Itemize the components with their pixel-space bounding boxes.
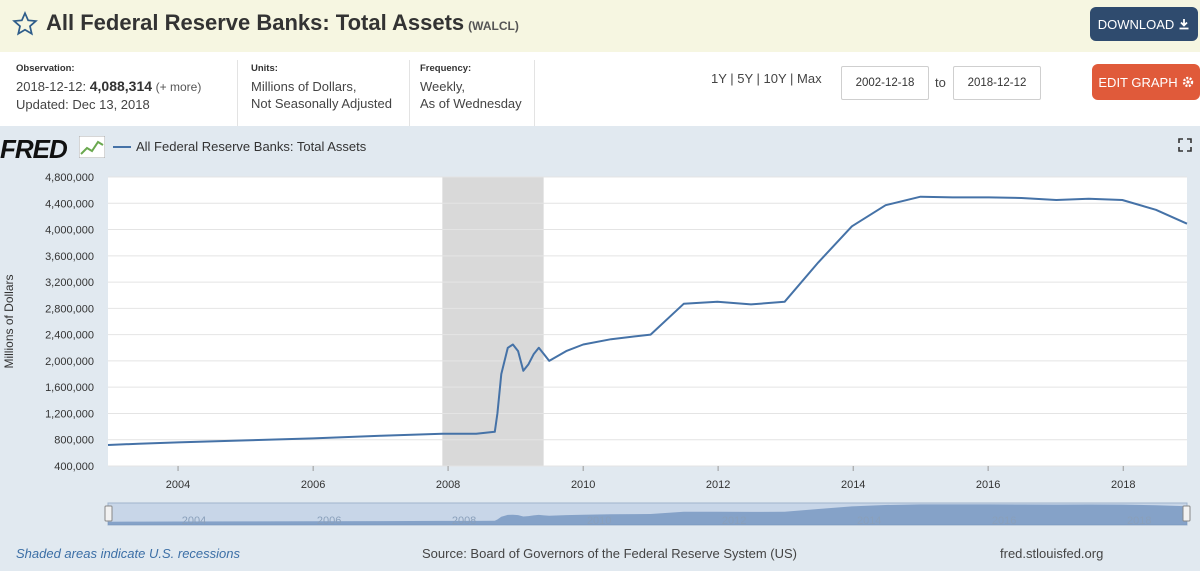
- line-chart: 400,000 800,000 1,200,000 1,600,000 2,000,00…: [2, 172, 1191, 527]
- navigator-tick-label: 2018: [1127, 515, 1151, 527]
- y-tick-label: 400,000: [54, 461, 94, 473]
- title-bar: [0, 0, 1200, 52]
- observation-block: Observation: 2018-12-12: 4,088,314 (+ mo…: [16, 60, 238, 126]
- units-line2: Not Seasonally Adjusted: [251, 96, 392, 111]
- star-icon[interactable]: [12, 11, 38, 37]
- series-title: All Federal Reserve Banks: Total Assets: [46, 10, 465, 35]
- range-selector[interactable]: 1Y | 5Y | 10Y | Max: [711, 71, 822, 86]
- updated-date: Updated: Dec 13, 2018: [16, 97, 150, 112]
- navigator-area: [108, 504, 1187, 525]
- y-tick-label: 1,600,000: [45, 382, 94, 394]
- navigator-handle[interactable]: [104, 505, 113, 522]
- y-tick-label: 2,800,000: [45, 303, 94, 315]
- frequency-block: Frequency: Weekly, As of Wednesday: [410, 60, 535, 126]
- fred-site-link[interactable]: fred.stlouisfed.org: [1000, 546, 1104, 561]
- y-tick-label: 3,200,000: [45, 277, 94, 289]
- frequency-line2: As of Wednesday: [420, 96, 522, 111]
- page-title: All Federal Reserve Banks: Total Assets(…: [46, 10, 519, 36]
- frequency-label: Frequency:: [420, 63, 472, 74]
- source-note: Source: Board of Governors of the Federa…: [422, 546, 797, 561]
- start-date-input[interactable]: 2002-12-18: [841, 66, 929, 100]
- y-tick-label: 2,000,000: [45, 356, 94, 368]
- y-axis-label: Millions of Dollars: [2, 274, 16, 368]
- series-code: (WALCL): [468, 19, 519, 33]
- navigator-tick-label: 2016: [992, 515, 1016, 527]
- recession-band: [442, 177, 544, 466]
- observation-value: 4,088,314: [89, 78, 153, 94]
- x-tick-label: 2014: [841, 479, 865, 491]
- units-block: Units: Millions of Dollars, Not Seasonal…: [238, 60, 410, 126]
- x-tick-label: 2004: [166, 479, 190, 491]
- end-date-input[interactable]: 2018-12-12: [953, 66, 1041, 100]
- download-button[interactable]: DOWNLOAD: [1090, 7, 1198, 41]
- edit-graph-button[interactable]: EDIT GRAPH: [1092, 64, 1200, 100]
- units-line1: Millions of Dollars,: [251, 79, 357, 94]
- y-tick-label: 4,400,000: [45, 198, 94, 210]
- y-tick-label: 2,400,000: [45, 330, 94, 342]
- x-tick-label: 2010: [571, 479, 595, 491]
- x-tick-label: 2008: [436, 479, 460, 491]
- y-tick-label: 3,600,000: [45, 251, 94, 263]
- navigator-tick-label: 2012: [722, 515, 746, 527]
- legend-label: All Federal Reserve Banks: Total Assets: [136, 139, 367, 154]
- x-tick-label: 2016: [976, 479, 1000, 491]
- more-link[interactable]: (+ more): [155, 80, 202, 94]
- expand-icon[interactable]: [1178, 138, 1192, 152]
- navigator-tick-label: 2008: [452, 515, 476, 527]
- y-tick-label: 800,000: [54, 435, 94, 447]
- x-tick-label: 2012: [706, 479, 730, 491]
- x-tick-label: 2006: [301, 479, 325, 491]
- edit-graph-label: EDIT GRAPH: [1098, 74, 1178, 90]
- navigator-tick-label: 2004: [182, 515, 206, 527]
- frequency-line1: Weekly,: [420, 79, 466, 94]
- x-tick-label: 2018: [1111, 479, 1135, 491]
- fred-logo-chart-icon: [79, 136, 105, 158]
- observation-date: 2018-12-12:: [16, 79, 87, 94]
- fred-logo: FRED: [0, 134, 68, 164]
- recession-note: Shaded areas indicate U.S. recessions: [16, 546, 241, 561]
- navigator-handle[interactable]: [1182, 505, 1191, 522]
- series-line: [107, 195, 1188, 446]
- legend-swatch: [113, 146, 131, 148]
- gear-icon: [1182, 76, 1193, 88]
- navigator-tick-label: 2006: [317, 515, 341, 527]
- observation-label: Observation:: [16, 63, 75, 74]
- download-icon: [1179, 19, 1189, 30]
- navigator-tick-label: 2014: [857, 515, 881, 527]
- y-tick-label: 1,200,000: [45, 408, 94, 420]
- download-button-label: DOWNLOAD: [1097, 16, 1175, 32]
- y-tick-label: 4,000,000: [45, 225, 94, 237]
- date-to-label: to: [935, 75, 946, 90]
- y-tick-label: 4,800,000: [45, 172, 94, 184]
- plot-background: [108, 177, 1187, 466]
- navigator-tick-label: 2010: [587, 515, 611, 527]
- units-label: Units:: [251, 63, 278, 74]
